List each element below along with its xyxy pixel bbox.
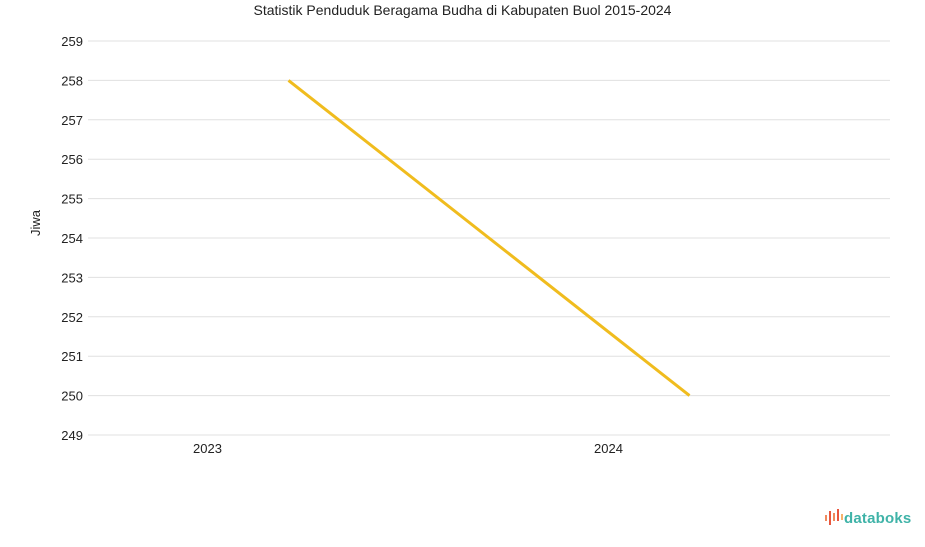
y-tick-label: 250 <box>61 389 83 404</box>
y-tick-label: 255 <box>61 192 83 207</box>
y-tick-label: 254 <box>61 231 83 246</box>
x-tick-label: 2023 <box>193 441 222 456</box>
y-tick-label: 256 <box>61 152 83 167</box>
databoks-logo: databoks <box>824 509 911 527</box>
x-tick-label: 2024 <box>594 441 623 456</box>
y-tick-label: 249 <box>61 428 83 443</box>
y-tick-label: 252 <box>61 310 83 325</box>
y-tick-label: 257 <box>61 113 83 128</box>
databoks-bars-icon <box>825 509 843 525</box>
brand-name: databoks <box>844 509 912 527</box>
y-tick-label: 259 <box>61 34 83 49</box>
y-tick-label: 258 <box>61 73 83 88</box>
chart-title: Statistik Penduduk Beragama Budha di Kab… <box>253 2 672 18</box>
series-line <box>287 79 691 397</box>
y-tick-label: 251 <box>61 349 83 364</box>
y-tick-label: 253 <box>61 270 83 285</box>
